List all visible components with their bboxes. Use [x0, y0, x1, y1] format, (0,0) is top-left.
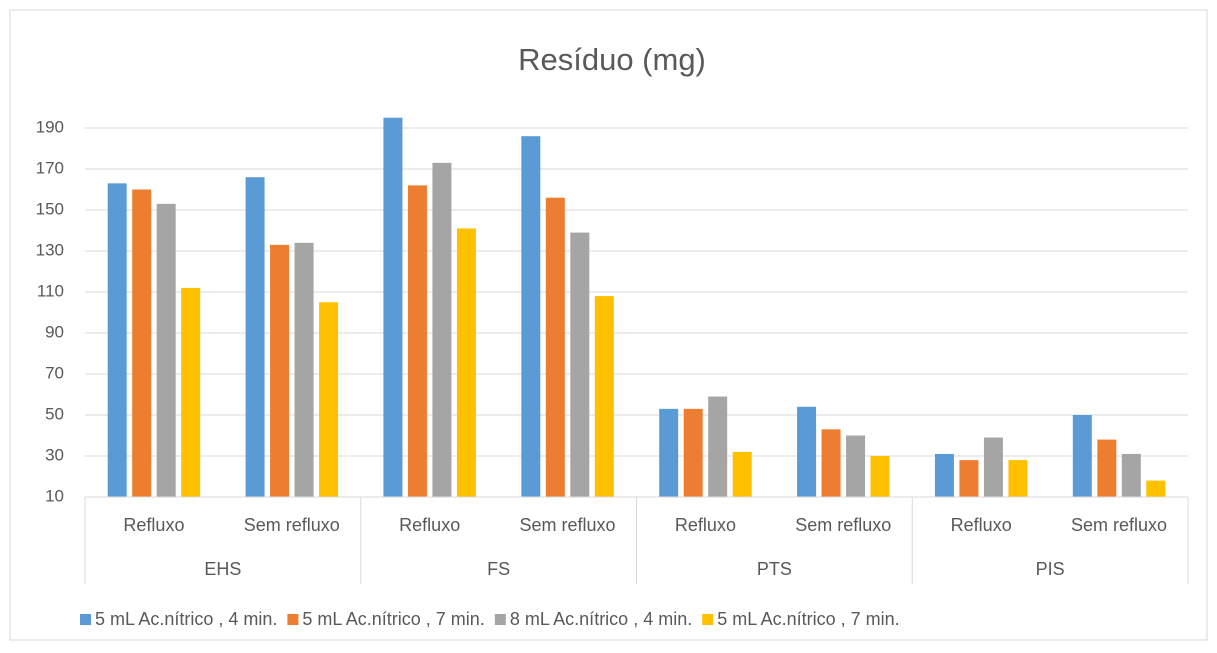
- y-tick-label: 30: [45, 445, 64, 464]
- legend-label: 5 mL Ac.nítrico , 7 min.: [302, 609, 484, 629]
- x-tick-label: Sem refluxo: [795, 515, 891, 535]
- legend-swatch: [287, 614, 299, 625]
- legend-label: 8 mL Ac.nítrico , 4 min.: [510, 609, 692, 629]
- y-tick-label: 170: [36, 158, 64, 177]
- group-label: FS: [487, 559, 510, 579]
- bar: [432, 162, 452, 497]
- bar: [1097, 439, 1117, 497]
- bar: [1072, 415, 1092, 497]
- bar: [407, 185, 427, 497]
- bar: [846, 435, 866, 497]
- bar: [570, 232, 590, 498]
- bar: [659, 408, 679, 497]
- bar: [245, 177, 265, 497]
- legend-swatch: [702, 614, 714, 625]
- x-tick-label: Sem refluxo: [520, 515, 616, 535]
- bar: [594, 296, 614, 497]
- bar: [521, 136, 541, 497]
- bar: [797, 406, 817, 497]
- x-tick-label: Sem refluxo: [1071, 515, 1167, 535]
- bar: [732, 451, 752, 497]
- bar: [983, 437, 1003, 497]
- group-label: PIS: [1036, 559, 1065, 579]
- bar: [132, 189, 152, 497]
- x-tick-label: Refluxo: [399, 515, 460, 535]
- y-tick-label: 90: [45, 322, 64, 341]
- x-tick-label: Refluxo: [123, 515, 184, 535]
- bar: [683, 408, 703, 497]
- bar: [934, 453, 954, 497]
- y-tick-label: 150: [36, 199, 64, 218]
- bar: [959, 460, 979, 497]
- bar: [156, 203, 176, 497]
- legend-swatch: [80, 614, 91, 625]
- y-tick-label: 10: [45, 486, 64, 505]
- bar: [383, 117, 403, 497]
- x-tick-label: Refluxo: [951, 515, 1012, 535]
- legend-swatch: [494, 614, 506, 625]
- y-tick-label: 110: [37, 281, 64, 300]
- y-tick-label: 50: [45, 404, 64, 423]
- group-label: EHS: [204, 559, 241, 579]
- y-tick-label: 190: [36, 117, 64, 136]
- bar: [107, 183, 127, 497]
- y-tick-label: 70: [45, 363, 64, 382]
- x-tick-label: Refluxo: [675, 515, 736, 535]
- y-tick-label: 130: [36, 240, 64, 259]
- chart-title: Resíduo (mg): [518, 42, 706, 77]
- bar: [821, 429, 841, 497]
- bar: [456, 228, 476, 497]
- bar: [708, 396, 728, 497]
- bar: [1008, 460, 1028, 497]
- bar: [1121, 453, 1141, 497]
- bar: [294, 242, 314, 497]
- bar: [1146, 480, 1166, 497]
- legend-label: 5 mL Ac.nítrico , 4 min.: [95, 609, 277, 629]
- bar: [270, 244, 290, 497]
- bar: [319, 302, 339, 497]
- group-label: PTS: [757, 559, 792, 579]
- bar: [181, 287, 201, 497]
- x-tick-label: Sem refluxo: [244, 515, 340, 535]
- legend-label: 5 mL Ac.nítrico , 7 min.: [717, 609, 899, 629]
- bar: [870, 456, 890, 497]
- bar: [545, 197, 565, 497]
